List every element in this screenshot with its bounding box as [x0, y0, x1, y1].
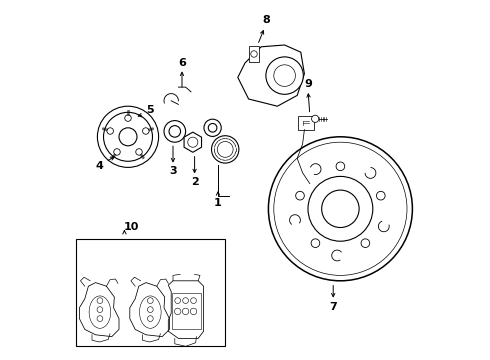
Text: 4: 4	[96, 161, 104, 171]
Bar	[172, 293, 201, 329]
Circle shape	[136, 149, 142, 155]
Text: 7: 7	[329, 302, 337, 312]
Circle shape	[107, 128, 114, 134]
Text: 10: 10	[124, 222, 139, 232]
Text: 2: 2	[191, 177, 198, 187]
Bar	[298, 116, 314, 130]
Bar	[249, 46, 259, 62]
Text: 1: 1	[214, 198, 222, 208]
Circle shape	[114, 149, 120, 155]
Text: 8: 8	[263, 15, 270, 25]
Circle shape	[312, 115, 319, 122]
Circle shape	[266, 57, 303, 94]
Bar	[76, 239, 225, 346]
Text: 3: 3	[169, 166, 177, 176]
Polygon shape	[184, 132, 201, 152]
Text: 5: 5	[147, 105, 154, 115]
Circle shape	[125, 115, 131, 121]
Text: 9: 9	[304, 78, 312, 89]
Circle shape	[269, 137, 413, 281]
Polygon shape	[238, 45, 304, 106]
Text: 6: 6	[178, 58, 186, 68]
Circle shape	[143, 128, 149, 134]
